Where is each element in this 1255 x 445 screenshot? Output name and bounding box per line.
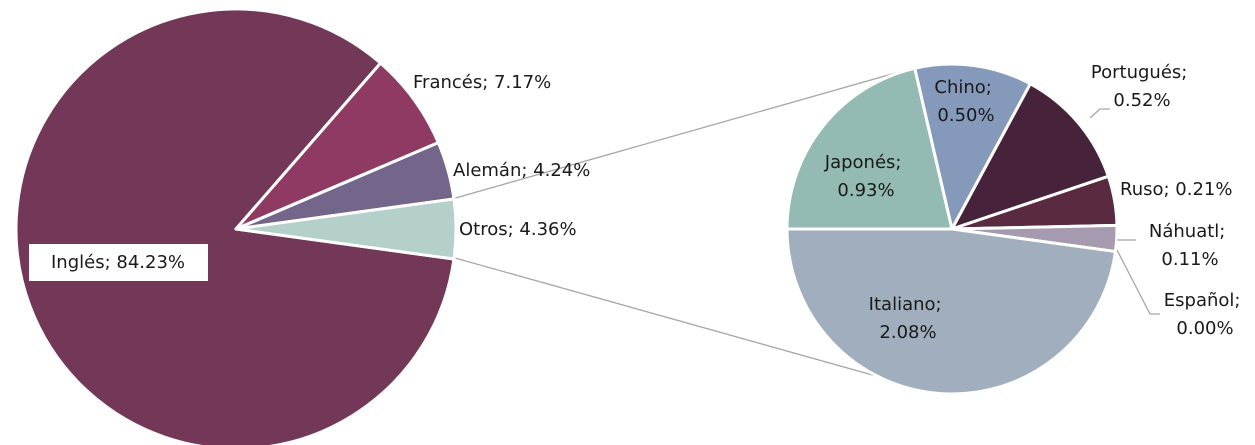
slices — [14, 7, 1119, 445]
label-line: Náhuatl; — [1149, 221, 1231, 242]
data-label: Chino; 0.50% — [934, 77, 997, 126]
data-label: Italiano; 2.08% — [869, 294, 948, 343]
label-line: Italiano; — [869, 294, 948, 315]
label-line: 0.52% — [1113, 90, 1170, 111]
labels: Inglés; 84.23% Francés; 7.17% Alemán; 4.24… — [51, 62, 1246, 343]
data-label: Francés; 7.17% — [413, 72, 551, 93]
data-label: Portugués; 0.52% — [1091, 62, 1193, 111]
label-line: 2.08% — [879, 322, 936, 343]
pie-slice — [234, 61, 440, 231]
label-line: Japonés; — [824, 152, 907, 173]
data-label: Otros; 4.36% — [459, 219, 577, 240]
leader-line — [1089, 108, 1110, 119]
pie-slice — [785, 66, 954, 231]
connector-line — [454, 257, 877, 377]
data-label: Inglés; 84.23% — [51, 252, 185, 273]
data-label: Alemán; 4.24% — [453, 160, 590, 181]
leader-line — [1116, 249, 1160, 315]
label-line: Chino; — [934, 77, 997, 98]
pie-slice — [913, 62, 1032, 231]
pie-slice — [785, 227, 1117, 396]
connector-line — [451, 67, 914, 200]
label-line: Español; — [1164, 290, 1246, 311]
data-label: Náhuatl; 0.11% — [1149, 221, 1231, 270]
label-line: 0.00% — [1176, 318, 1233, 339]
data-label: Español; 0.00% — [1164, 290, 1246, 339]
label-line: Portugués; — [1091, 62, 1193, 83]
data-label: Ruso; 0.21% — [1120, 179, 1232, 200]
pie-slice — [14, 7, 456, 445]
label-box — [29, 244, 208, 281]
data-label: Japonés; 0.93% — [824, 152, 907, 201]
pie-slice — [950, 82, 1110, 231]
pie-slice — [234, 197, 458, 261]
label-line: 0.11% — [1161, 249, 1218, 270]
label-line: 0.50% — [937, 105, 994, 126]
label-line: 0.93% — [837, 180, 894, 201]
